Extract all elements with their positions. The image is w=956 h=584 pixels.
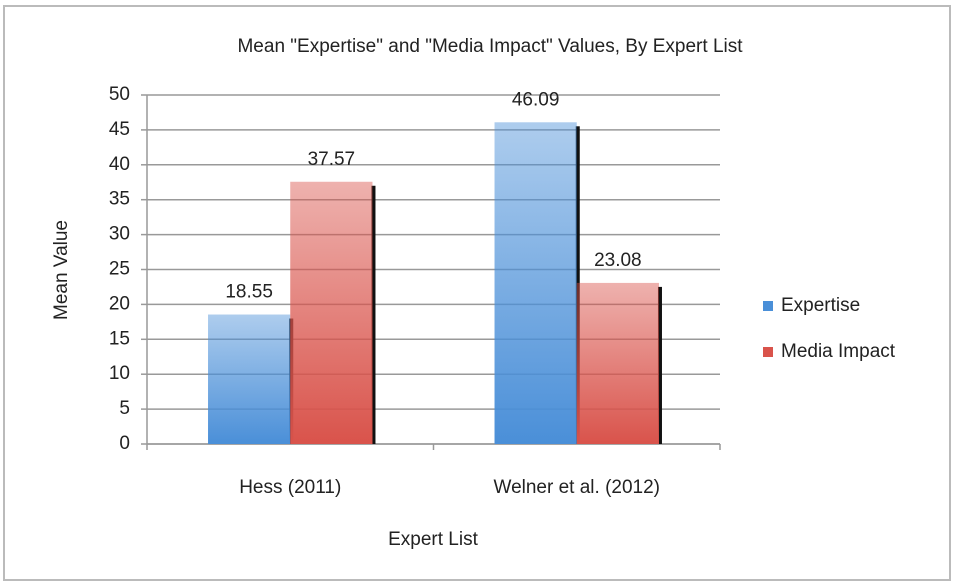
y-tick-label: 50 xyxy=(109,84,130,105)
data-label: 37.57 xyxy=(308,149,356,170)
bar xyxy=(494,122,577,444)
y-tick-label: 35 xyxy=(109,189,130,210)
bar xyxy=(208,314,291,444)
y-tick-label: 45 xyxy=(109,119,130,140)
x-tick-label: Welner et al. (2012) xyxy=(493,477,660,498)
data-label: 18.55 xyxy=(225,282,273,303)
bar xyxy=(576,282,659,444)
data-label: 23.08 xyxy=(594,250,642,271)
y-tick-label: 30 xyxy=(109,224,130,245)
x-axis-title: Expert List xyxy=(388,529,478,550)
y-axis-title: Mean Value xyxy=(51,220,72,320)
y-tick-label: 10 xyxy=(109,363,130,384)
legend-swatch xyxy=(763,347,773,357)
chart-title: Mean "Expertise" and "Media Impact" Valu… xyxy=(237,36,743,57)
y-tick-label: 0 xyxy=(119,433,130,454)
legend-swatch xyxy=(763,301,773,311)
y-tick-label: 15 xyxy=(109,328,130,349)
data-label: 46.09 xyxy=(512,89,560,110)
chart-border xyxy=(3,5,951,581)
y-tick-label: 40 xyxy=(109,154,130,175)
y-tick-label: 20 xyxy=(109,293,130,314)
bar xyxy=(290,181,373,444)
y-tick-label: 25 xyxy=(109,259,130,280)
x-tick-label: Hess (2011) xyxy=(239,477,341,498)
y-tick-label: 5 xyxy=(119,398,130,419)
legend-label: Media Impact xyxy=(781,341,896,362)
bar-shadow xyxy=(371,185,376,444)
bar-shadow xyxy=(657,286,662,444)
legend-label: Expertise xyxy=(781,295,860,316)
